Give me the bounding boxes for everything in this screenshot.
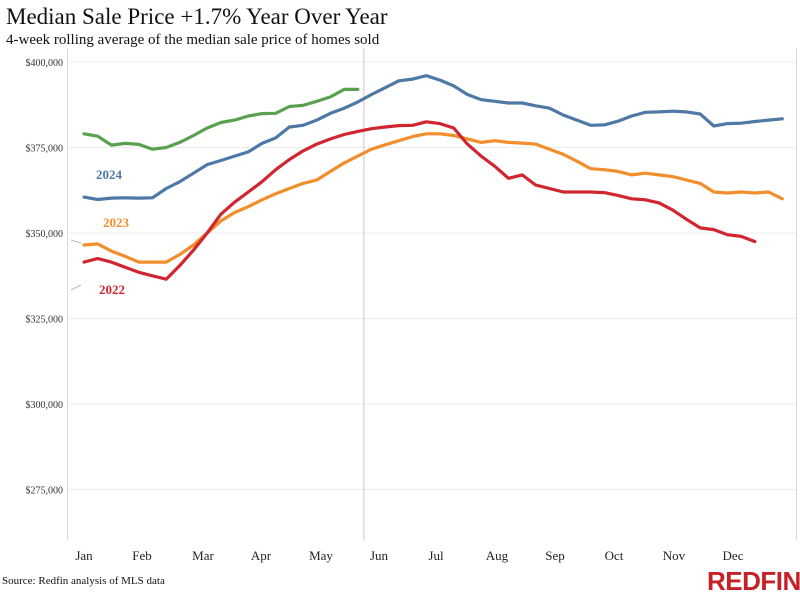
x-tick-label: Jan: [75, 548, 93, 563]
plot-area-divider-left: [67, 48, 68, 540]
x-tick-label: Aug: [486, 548, 509, 563]
x-tick-label: Oct: [605, 548, 624, 563]
label-leader-2023: [70, 239, 82, 244]
x-tick-label: Sep: [545, 548, 565, 563]
series-2023: [82, 132, 784, 264]
redfin-logo: REDFIN: [707, 566, 800, 596]
label-leader-2022: [70, 284, 82, 291]
series-line-2024: [356, 74, 784, 128]
y-gridlines: [67, 61, 796, 490]
y-axis-ticks: $275,000 $300,000 $325,000 $350,000 $375,000…: [26, 58, 64, 497]
series-label-2024: 2024: [96, 167, 123, 182]
x-tick-label: Feb: [132, 548, 152, 563]
y-tick-label: $300,000: [26, 400, 64, 411]
x-axis-ticks: Jan Feb Mar Apr May Jun Jul Aug Sep Oct Nov Dec: [75, 548, 743, 563]
x-tick-label: Jun: [370, 548, 389, 563]
x-tick-label: May: [309, 548, 333, 563]
y-tick-label: $400,000: [26, 58, 64, 69]
y-tick-label: $350,000: [26, 229, 64, 240]
series-line-2022: [82, 120, 757, 281]
x-tick-label: Jul: [428, 548, 444, 563]
series-label-2022: 2022: [99, 282, 125, 297]
chart-title: Median Sale Price +1.7% Year Over Year: [6, 4, 388, 29]
series-line-2023: [82, 132, 784, 264]
series-line-2024-current: [82, 87, 360, 151]
plot-area-divider-right: [796, 48, 797, 540]
series-2022: [82, 120, 757, 281]
source-note: Source: Redfin analysis of MLS data: [2, 575, 165, 587]
chart-subtitle: 4-week rolling average of the median sal…: [6, 32, 380, 48]
x-tick-label: Apr: [251, 548, 272, 563]
series-labels: 2024 2023 2022: [70, 167, 130, 297]
series-line-2024-early: [82, 100, 360, 202]
series-2024: [82, 74, 784, 202]
series-lines: [82, 74, 784, 281]
x-tick-label: Dec: [723, 548, 744, 563]
y-tick-label: $325,000: [26, 315, 64, 326]
y-tick-label: $275,000: [26, 486, 64, 497]
y-tick-label: $375,000: [26, 144, 64, 155]
x-tick-label: Nov: [663, 548, 686, 563]
series-label-2023: 2023: [103, 215, 130, 230]
x-tick-label: Mar: [192, 548, 214, 563]
